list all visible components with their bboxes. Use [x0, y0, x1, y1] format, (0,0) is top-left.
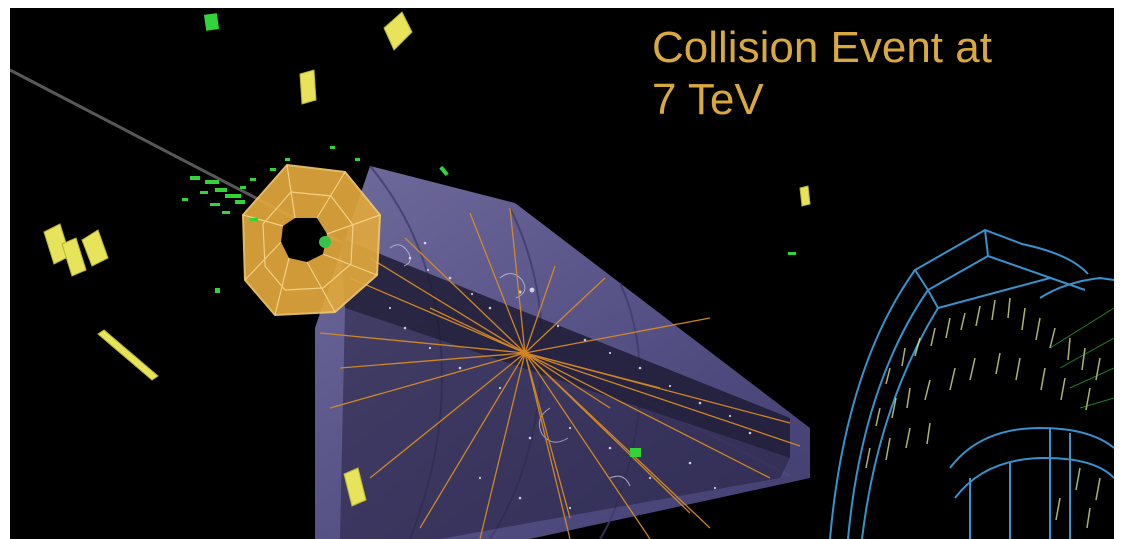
caption-line-2: 7 TeV [652, 75, 764, 124]
particle-tracks [319, 207, 801, 539]
collision-event-scene [10, 11, 1114, 539]
caption-line-1: Collision Event at [652, 23, 992, 72]
endcap-wheel [241, 163, 382, 317]
outer-detector-tracks [1049, 307, 1114, 409]
event-caption: Collision Event at 7 TeV [652, 22, 1072, 126]
event-display-image: Collision Event at 7 TeV [10, 8, 1114, 539]
muon-hits [182, 13, 796, 457]
outer-detector-hits [865, 297, 1101, 529]
calorimeter-hits [43, 11, 811, 507]
outer-detector [829, 228, 1114, 539]
barrel-detector [315, 165, 810, 539]
